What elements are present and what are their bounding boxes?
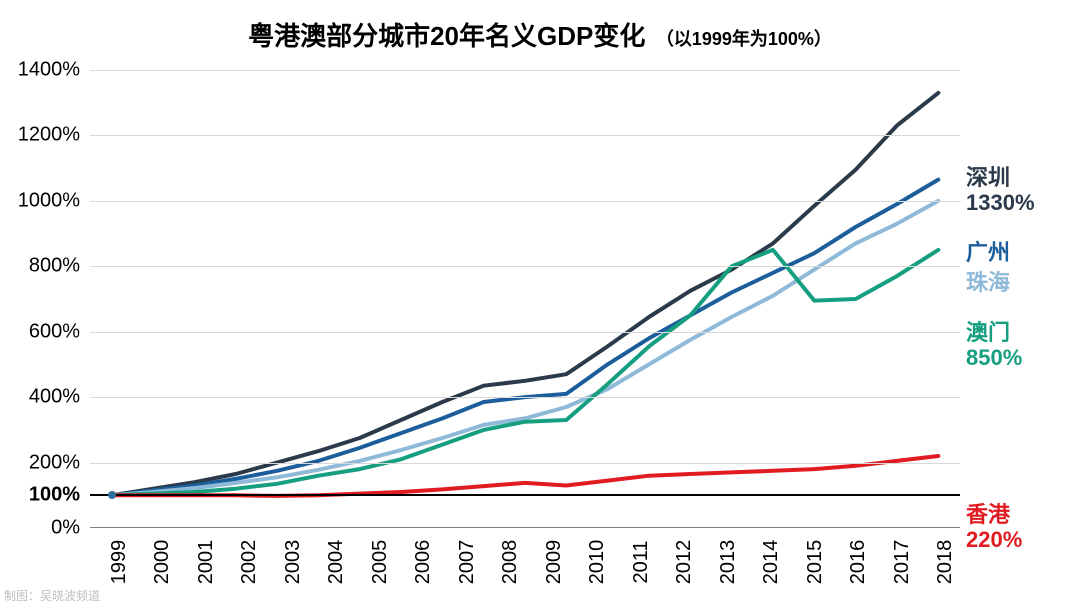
y-tick-label: 200% [29,451,90,474]
series-line-深圳 [112,93,939,495]
x-tick-label: 2009 [543,540,566,585]
gridline [90,70,960,71]
start-marker [108,491,116,499]
x-tick-label: 2004 [325,540,348,585]
x-tick-label: 2013 [717,540,740,585]
x-tick-label: 2014 [760,540,783,585]
y-tick-label: 400% [29,386,90,409]
y-tick-label: 1200% [18,124,90,147]
gridline [90,201,960,202]
x-tick-label: 2015 [804,540,827,585]
x-tick-label: 2011 [630,540,653,583]
chart-title: 粤港澳部分城市20年名义GDP变化 [248,21,645,51]
series-label-广州: 广州 [966,240,1010,265]
series-name: 深圳 [966,165,1010,190]
y-tick-label: 1400% [18,59,90,82]
chart-title-row: 粤港澳部分城市20年名义GDP变化 （以1999年为100%） [0,16,1080,53]
gridline [90,135,960,136]
series-label-珠海: 珠海 [966,270,1010,295]
series-end-value: 220% [966,527,1022,552]
gridline [90,266,960,267]
series-line-澳门 [112,250,939,495]
chart-subtitle: （以1999年为100%） [656,29,832,49]
x-tick-label: 2001 [195,540,218,585]
series-label-香港: 香港220% [966,502,1022,553]
x-tick-label: 2018 [934,540,957,585]
y-tick-label: 0% [51,517,90,540]
x-tick-label: 2003 [282,540,305,585]
series-name: 广州 [966,240,1010,265]
line-series-svg [90,70,960,528]
x-tick-label: 2005 [369,540,392,585]
chart-root: 粤港澳部分城市20年名义GDP变化 （以1999年为100%） 0%100%20… [0,0,1080,608]
series-name: 香港 [966,502,1010,527]
series-name: 珠海 [966,270,1010,295]
plot-area: 0%100%200%400%600%800%1000%1200%1400% [90,70,960,528]
series-label-澳门: 澳门850% [966,320,1022,371]
x-tick-label: 2007 [456,540,479,585]
chart-credit: 制图：吴晓波频道 [4,587,100,604]
gridline [90,397,960,398]
y-tick-label: 800% [29,255,90,278]
x-tick-label: 2010 [586,540,609,585]
gridline [90,463,960,464]
series-end-value: 850% [966,345,1022,370]
x-tick-label: 2000 [151,540,174,585]
y-tick-label: 100% [29,484,90,507]
baseline-100 [90,494,960,496]
x-axis-labels: 1999 2000 2001 2002 2003 2004 2005 2006 2007 2008… [90,534,960,594]
y-tick-label: 1000% [18,189,90,212]
series-line-广州 [112,180,939,496]
series-end-value: 1330% [966,190,1035,215]
y-tick-label: 600% [29,320,90,343]
series-line-珠海 [112,201,939,495]
x-tick-label: 2006 [412,540,435,585]
series-name: 澳门 [966,320,1010,345]
gridline [90,332,960,333]
x-tick-label: 1999 [108,540,131,585]
x-tick-label: 2012 [673,540,696,585]
x-tick-label: 2008 [499,540,522,585]
x-tick-label: 2017 [891,540,914,585]
x-tick-label: 2016 [847,540,870,585]
x-tick-label: 2002 [238,540,261,585]
series-label-深圳: 深圳1330% [966,165,1035,216]
x-axis-line [90,527,960,528]
